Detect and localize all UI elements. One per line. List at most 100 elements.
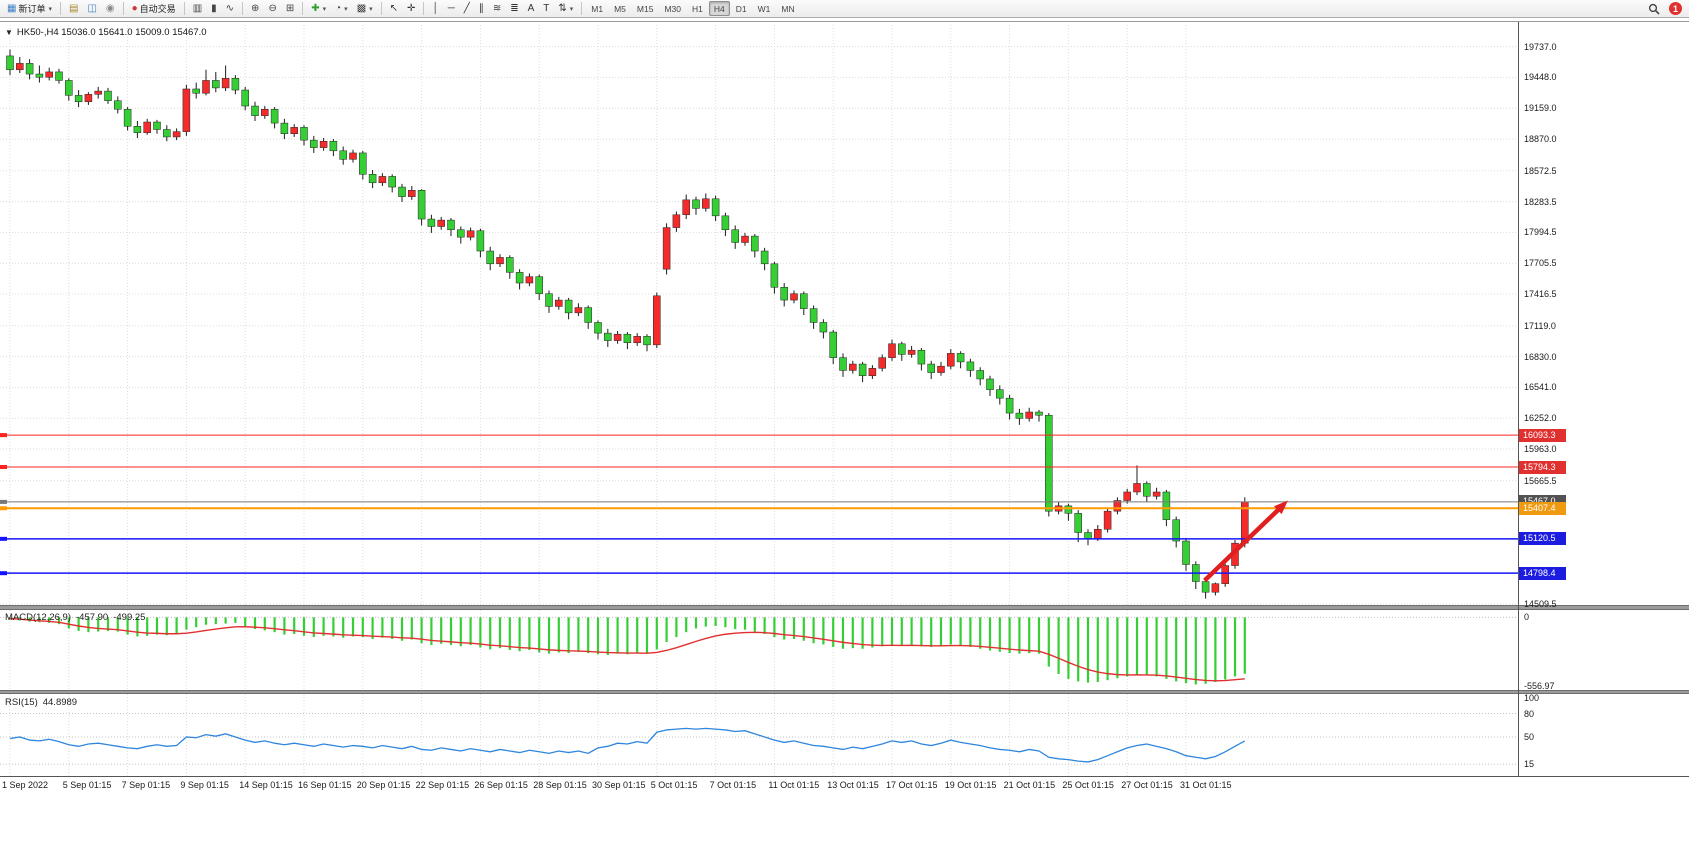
price-axis-label: 17416.5 (1524, 289, 1557, 300)
candle-body (398, 186, 406, 197)
fibonacci-button[interactable]: ≋ (489, 1, 505, 16)
arrow-tools-icon: ⇅ (558, 2, 567, 14)
timeframe-m5[interactable]: M5 (609, 1, 631, 16)
date-axis-label: 5 Oct 01:15 (650, 780, 698, 790)
candle-body (1025, 411, 1033, 419)
candle-body (133, 126, 142, 133)
date-axis-label: 11 Oct 01:15 (768, 780, 820, 790)
timeframe-m15[interactable]: M15 (632, 1, 659, 16)
tile-windows-icon: ⊞ (285, 2, 295, 14)
text-button[interactable]: A (524, 1, 539, 16)
search-button[interactable] (1644, 1, 1664, 16)
price-tag: 15120.5 (1519, 532, 1566, 546)
arrows-button[interactable]: ⇅ ▾ (554, 1, 577, 16)
templates-button[interactable]: ▩ ▾ (353, 1, 377, 16)
dropdown-caret-icon: ▾ (344, 5, 348, 13)
date-axis-label: 13 Oct 01:15 (827, 780, 879, 790)
timeframe-h1[interactable]: H1 (687, 1, 708, 16)
channel-button[interactable]: ∥ (475, 1, 488, 16)
timeframe-w1[interactable]: W1 (753, 1, 776, 16)
candle-body (143, 121, 151, 133)
candle-body (770, 263, 779, 288)
candle-body (261, 108, 269, 116)
vertical-line-button[interactable]: │ (428, 1, 442, 16)
trend-arrow-head[interactable] (1274, 500, 1288, 515)
timeframe-label: H4 (713, 3, 725, 14)
candle-body (1211, 583, 1220, 593)
timeframe-h4[interactable]: H4 (708, 1, 730, 16)
line-chart-icon: ∿ (225, 2, 235, 14)
date-axis-label: 27 Oct 01:15 (1121, 780, 1173, 790)
candle-body (153, 121, 161, 130)
notification-button[interactable]: 1 (1665, 1, 1686, 16)
price-tag: 16093.3 (1519, 428, 1566, 442)
candle-body (359, 152, 367, 175)
macd-panel[interactable] (0, 610, 1518, 690)
date-axis-label: 25 Oct 01:15 (1062, 780, 1114, 790)
date-axis-label: 20 Sep 01:15 (356, 780, 411, 790)
candle-body (300, 127, 308, 141)
zoom-in-button[interactable]: ⊕ (247, 1, 263, 16)
cursor-button[interactable]: ↖ (386, 1, 402, 16)
horizontal-line-button[interactable]: ─ (444, 1, 459, 16)
candle-body (809, 308, 818, 323)
candle-body (104, 90, 112, 101)
candle-body (643, 336, 651, 346)
new-order-button[interactable]: ▦ 新订单 ▾ (3, 1, 56, 16)
crosshair-button[interactable]: ✛ (403, 1, 419, 16)
timeframe-mn[interactable]: MN (776, 1, 799, 16)
indicators-button[interactable]: ✚ ▾ (307, 1, 330, 16)
timeframe-m30[interactable]: M30 (659, 1, 686, 16)
bar-chart-button[interactable]: ▥ (189, 1, 206, 16)
macd-indicator-label: MACD(12,26,9) -457.90 -499.25 (5, 612, 145, 623)
trendline-button[interactable]: ╱ (460, 1, 474, 16)
toolbar-separator (59, 2, 61, 15)
objects-button[interactable]: ≣ (506, 1, 522, 16)
candle-body (1143, 483, 1151, 497)
price-axis-label: 18283.5 (1524, 196, 1557, 207)
macd-signal-value: -499.25 (113, 612, 146, 623)
tile-windows-button[interactable]: ⊞ (282, 1, 298, 16)
time-axis[interactable]: 1 Sep 2022 5 Sep 01:15 7 Sep 01:15 9 Sep 01… (0, 777, 1689, 794)
price-axis[interactable]: 19737.0 19448.0 19159.0 18870.0 18572.5 18283… (1519, 0, 1689, 794)
candle-body (457, 229, 465, 238)
candle-body (849, 363, 857, 371)
rsi-axis-label: 15 (1524, 759, 1535, 770)
algo-trading-button[interactable]: ● 自动交易 (128, 1, 180, 16)
zoom-out-button[interactable]: ⊖ (264, 1, 280, 16)
rsi-panel[interactable] (0, 694, 1518, 776)
candle-body (378, 176, 387, 184)
trend-arrow-line[interactable] (1203, 505, 1283, 583)
print-preview-button[interactable]: ◫ (83, 1, 100, 16)
macd-main-value: -457.90 (76, 612, 109, 623)
macd-name: MACD(12,26,9) (5, 612, 71, 623)
candle-body (339, 150, 347, 160)
candle-body (594, 322, 602, 334)
price-axis-border (1518, 22, 1519, 776)
candle-body (662, 227, 671, 270)
print-button[interactable]: ▤ (65, 1, 82, 16)
candle-body (858, 363, 867, 377)
price-chart[interactable] (0, 25, 1518, 605)
timeframe-label: D1 (735, 3, 747, 14)
price-axis-label: 17705.5 (1524, 258, 1557, 269)
candle-body (1162, 491, 1171, 520)
timeframe-m1[interactable]: M1 (586, 1, 608, 16)
panel-separator[interactable] (0, 690, 1689, 694)
candle-body (829, 331, 837, 358)
candle-body (437, 219, 445, 227)
timeframe-d1[interactable]: D1 (731, 1, 752, 16)
cursor-icon: ↖ (389, 2, 399, 14)
data-window-button[interactable]: ◉ (102, 1, 119, 16)
line-chart-button[interactable]: ∿ (222, 1, 238, 16)
macd-axis-label: 0 (1524, 612, 1530, 623)
candle-body (447, 219, 455, 230)
panel-separator[interactable] (0, 605, 1689, 610)
periods-button[interactable]: ◔ ▾ (331, 1, 352, 16)
candle-body (1182, 540, 1190, 565)
date-axis-label: 14 Sep 01:15 (239, 780, 293, 790)
collapse-icon[interactable]: ▼ (5, 28, 13, 37)
candlestick-chart-button[interactable]: ▮ (207, 1, 221, 16)
candle-body (1221, 565, 1229, 584)
text-label-button[interactable]: T (539, 1, 553, 16)
